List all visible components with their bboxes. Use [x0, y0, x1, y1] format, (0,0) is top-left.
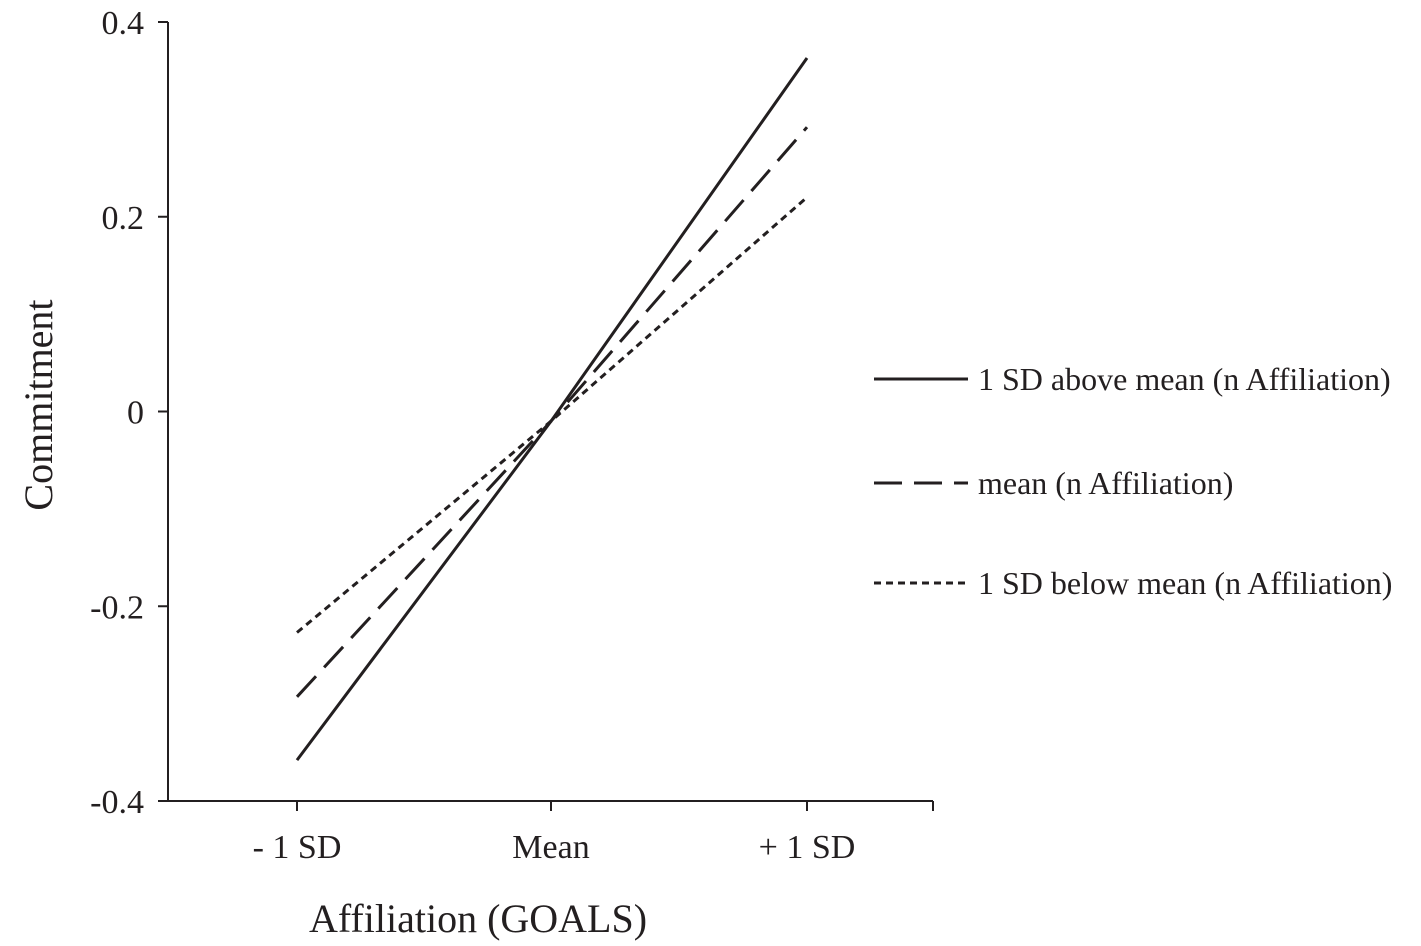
axes	[167, 22, 933, 802]
y-ticks: 0.4 0.2 0 -0.2 -0.4	[90, 5, 168, 821]
legend-label: 1 SD below mean (n Affiliation)	[978, 565, 1392, 601]
legend-label: 1 SD above mean (n Affiliation)	[978, 361, 1391, 397]
legend-label: mean (n Affiliation)	[978, 465, 1233, 501]
x-tick-label: - 1 SD	[253, 829, 342, 866]
series-lines	[295, 57, 809, 761]
x-tick-label: + 1 SD	[759, 829, 856, 866]
y-tick-label: 0.2	[102, 200, 145, 237]
series-line-dotted	[296, 196, 808, 634]
y-tick-label: -0.4	[90, 784, 144, 821]
y-tick-label: 0.4	[102, 5, 145, 42]
y-tick-label: -0.2	[90, 589, 144, 626]
series-line-solid	[295, 57, 809, 761]
x-axis-title: Affiliation (GOALS)	[309, 896, 647, 941]
legend: 1 SD above mean (n Affiliation) mean (n A…	[874, 361, 1392, 601]
series-line-dashed	[295, 126, 809, 698]
x-ticks: - 1 SD Mean + 1 SD	[253, 801, 934, 866]
y-axis-title: Commitment	[16, 299, 61, 510]
x-tick-label: Mean	[512, 829, 589, 866]
y-tick-label: 0	[127, 395, 144, 432]
